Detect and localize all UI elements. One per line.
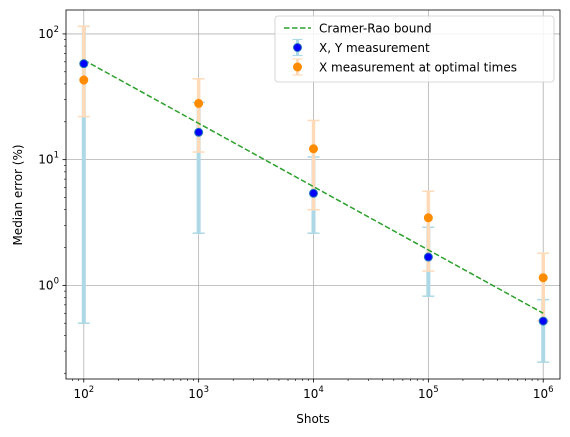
data-point-series-2: [309, 144, 319, 154]
legend: Cramer-Rao bound X, Y measurement X measur…: [274, 15, 555, 83]
data-point-series-2: [538, 273, 548, 283]
x-tick-label: 102: [73, 385, 94, 401]
legend-label: X, Y measurement: [319, 41, 430, 55]
y-tick-label: 102: [38, 25, 59, 41]
y-axis-label: Median error (%): [11, 144, 25, 245]
x-tick-label: 104: [303, 385, 324, 401]
data-point-series-1: [194, 127, 204, 137]
plot-frame: [65, 9, 561, 380]
data-point-series-2: [194, 98, 204, 108]
legend-marker: [293, 43, 302, 52]
data-point-series-1: [309, 188, 319, 198]
x-tick-label: 105: [418, 385, 439, 401]
x-tick-label: 103: [188, 385, 209, 401]
plot-series: [77, 25, 550, 363]
data-point-series-1: [79, 59, 89, 69]
data-point-series-2: [423, 213, 433, 223]
data-point-series-1: [423, 252, 433, 262]
x-axis-label: Shots: [296, 412, 330, 426]
legend-label: X measurement at optimal times: [319, 61, 517, 75]
axis-ticks: 102 103 104 105 106 100 101 102: [38, 25, 553, 401]
cramer-rao-line: [83, 59, 544, 314]
legend-marker: [293, 62, 302, 72]
x-tick-label: 106: [533, 385, 554, 401]
legend-label: Cramer-Rao bound: [319, 22, 432, 36]
data-point-series-1: [538, 316, 548, 326]
data-point-series-2: [79, 75, 89, 85]
y-tick-label: 101: [38, 151, 59, 167]
legend-box: [274, 15, 555, 83]
y-tick-label: 100: [38, 276, 59, 292]
